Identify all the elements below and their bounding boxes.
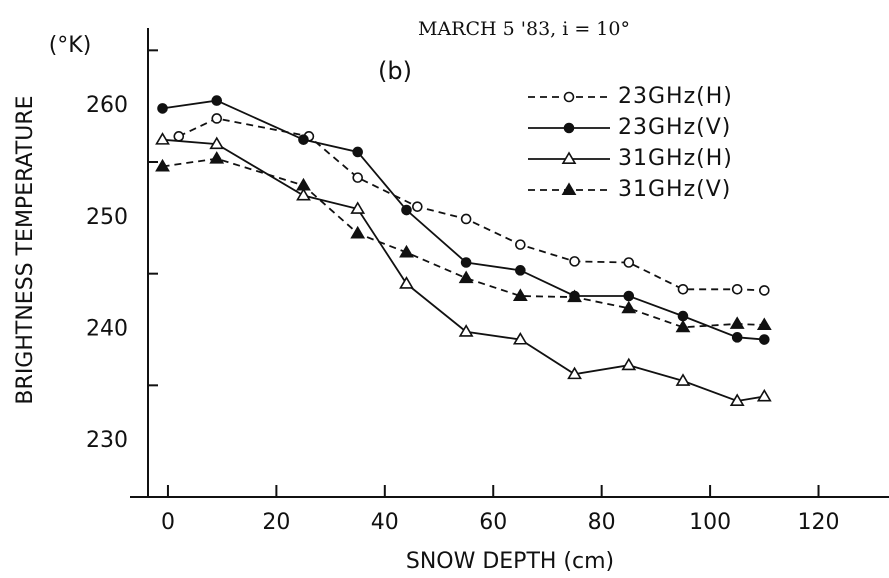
legend-marker [563, 91, 575, 103]
x-tick-label: 80 [588, 510, 616, 535]
legend-label: 31GHz(V) [618, 177, 731, 202]
y-tick-label: 230 [86, 428, 128, 453]
marker [350, 225, 366, 239]
marker [567, 289, 582, 303]
marker [621, 300, 637, 314]
legend-label: 31GHz(H) [618, 146, 733, 171]
marker [209, 151, 225, 164]
marker [729, 316, 745, 329]
chart-title: MARCH 5 '83, i = 10° [418, 18, 630, 40]
x-tick-label: 20 [262, 510, 290, 535]
x-tick-label: 100 [689, 510, 731, 535]
marker [155, 158, 170, 172]
subtitle: (b) [378, 57, 412, 85]
marker [759, 285, 770, 296]
marker [157, 103, 168, 114]
marker [729, 393, 745, 406]
x-axis-label: SNOW DEPTH (cm) [406, 549, 614, 574]
marker [296, 187, 311, 201]
y-tick-label: 240 [86, 317, 128, 342]
marker [569, 256, 580, 267]
series-line [162, 99, 765, 341]
y-tick-label: 260 [86, 93, 128, 118]
series-line [162, 157, 765, 329]
marker [675, 373, 691, 386]
legend-label: 23GHz(H) [618, 84, 733, 109]
legend-label: 23GHz(V) [618, 115, 731, 140]
marker [209, 136, 225, 150]
series-line [162, 138, 765, 402]
marker [155, 132, 170, 145]
marker [677, 283, 689, 295]
legend-marker [563, 122, 575, 134]
x-tick-label: 40 [371, 510, 399, 535]
marker [460, 257, 472, 268]
marker [621, 357, 637, 371]
marker [458, 270, 474, 284]
marker [567, 366, 582, 380]
marker [759, 334, 770, 345]
series-line [178, 117, 765, 292]
y-axis-label: BRIGHTNESS TEMPERATURE [13, 95, 38, 404]
marker [623, 257, 635, 268]
marker [352, 146, 364, 158]
y-unit: (°K) [49, 33, 92, 58]
marker [173, 131, 185, 142]
legend-marker [561, 182, 577, 195]
marker [211, 95, 223, 106]
marker [460, 213, 472, 225]
marker [515, 239, 526, 250]
marker [401, 204, 412, 216]
marker [756, 317, 772, 331]
marker [399, 244, 414, 258]
marker [731, 332, 743, 343]
legend-marker [561, 151, 577, 164]
marker [298, 134, 309, 145]
marker [211, 113, 223, 124]
marker [350, 201, 366, 214]
marker [512, 288, 528, 302]
marker [458, 324, 474, 337]
x-tick-label: 0 [161, 510, 175, 535]
marker [399, 276, 414, 289]
marker [296, 177, 311, 191]
marker [515, 265, 526, 276]
marker [756, 388, 772, 402]
x-tick-label: 60 [479, 510, 507, 535]
marker [623, 290, 635, 302]
marker [352, 172, 364, 183]
y-tick-label: 250 [86, 205, 128, 230]
marker [412, 201, 423, 212]
marker [731, 283, 743, 295]
marker [512, 331, 528, 345]
marker [677, 310, 689, 322]
x-tick-label: 120 [798, 510, 840, 535]
marker [675, 319, 691, 333]
